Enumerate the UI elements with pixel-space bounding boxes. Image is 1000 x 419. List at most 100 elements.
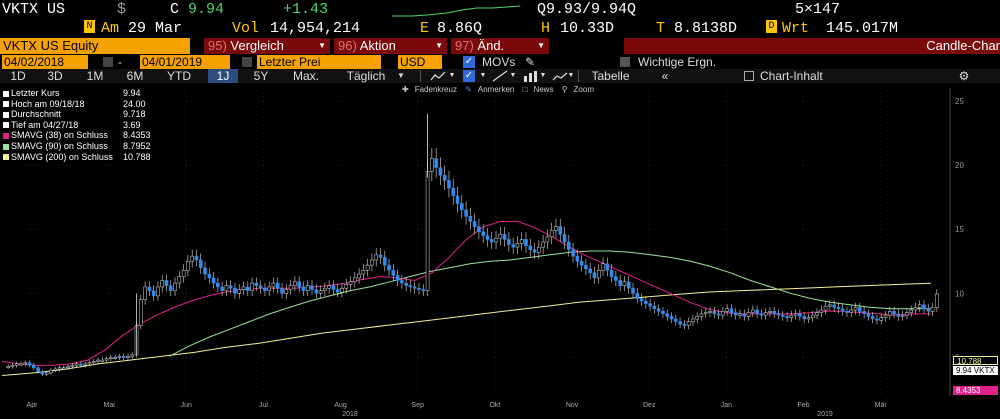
candle-body bbox=[922, 304, 926, 309]
legend-swatch bbox=[3, 122, 9, 129]
period-ytd-button[interactable]: YTD bbox=[167, 69, 191, 83]
gear-icon[interactable]: ⚙ bbox=[958, 69, 970, 83]
zoom-button[interactable]: Zoom bbox=[573, 85, 594, 94]
compare-menu[interactable]: 95) Vergleich ▼ bbox=[204, 38, 330, 54]
period-1m-button[interactable]: 1M bbox=[86, 69, 104, 83]
candle-body bbox=[318, 290, 323, 294]
start-date-input[interactable]: 04/02/2018 bbox=[2, 55, 88, 69]
date-bar: 04/02/2018 - 04/01/2019 Letzter Prei USD… bbox=[0, 55, 1000, 69]
candle-body bbox=[806, 317, 811, 320]
candle-body bbox=[828, 304, 832, 307]
chart-content-icon[interactable] bbox=[744, 71, 754, 81]
x-tick-label: Mär bbox=[875, 402, 888, 409]
chevron-down-icon[interactable]: ▼ bbox=[567, 72, 575, 79]
checkbox-checked-icon[interactable]: ✓ bbox=[463, 70, 475, 82]
period-max-button[interactable]: Max. bbox=[292, 69, 319, 83]
movs-label: MOVs bbox=[482, 55, 516, 69]
legend-label: Hoch am 09/18/18 bbox=[11, 98, 85, 109]
chevron-down-icon[interactable]: ▼ bbox=[509, 72, 517, 79]
sma200-axis-tag: 10.788 bbox=[953, 356, 998, 366]
calendar-icon[interactable] bbox=[103, 57, 113, 67]
period-5y-button[interactable]: 5Y bbox=[253, 69, 269, 83]
candle-body bbox=[147, 286, 152, 292]
period-1d-button[interactable]: 1D bbox=[10, 69, 26, 83]
legend-label: SMAVG (38) on Schluss bbox=[11, 130, 108, 141]
candle-body bbox=[823, 305, 828, 311]
candle-body bbox=[498, 234, 503, 239]
candle-body bbox=[699, 313, 704, 317]
news-icon[interactable]: □ bbox=[522, 85, 528, 94]
period-6m-button[interactable]: 6M bbox=[126, 69, 144, 83]
frequency-select[interactable]: Täglich bbox=[346, 69, 386, 83]
candle-body bbox=[810, 314, 815, 318]
crosshair-icon[interactable]: ✚ bbox=[402, 85, 409, 94]
legend-value: 9.94 bbox=[123, 88, 141, 98]
chevron-down-icon[interactable]: ▼ bbox=[479, 72, 487, 79]
legend-label: SMAVG (90) on Schluss bbox=[11, 140, 108, 151]
price-chart[interactable]: 510152025 AprMaiJunJulAugSepOktNovDezJan… bbox=[0, 84, 1000, 419]
calendar-icon[interactable] bbox=[242, 57, 252, 67]
chevron-down-icon[interactable]: ▼ bbox=[397, 71, 405, 80]
annotate-button[interactable]: Anmerken bbox=[477, 85, 515, 94]
candle-body bbox=[83, 363, 87, 366]
legend-swatch bbox=[3, 111, 9, 118]
collapse-icon[interactable]: « bbox=[661, 69, 669, 83]
zoom-icon[interactable]: ⚲ bbox=[561, 85, 568, 94]
area-chart-icon[interactable] bbox=[552, 70, 568, 82]
candle-body bbox=[567, 241, 571, 250]
currency-select[interactable]: USD bbox=[398, 55, 442, 69]
chevron-down-icon[interactable]: ▼ bbox=[448, 72, 456, 79]
bar-chart-icon[interactable] bbox=[522, 70, 538, 82]
chart-content-button[interactable]: Chart-Inhalt bbox=[760, 69, 823, 83]
chevron-down-icon[interactable]: ▼ bbox=[539, 72, 547, 79]
line-chart-icon[interactable] bbox=[430, 70, 446, 82]
candle-body bbox=[853, 307, 858, 311]
edit-menu[interactable]: 97) Änd. ▼ bbox=[451, 38, 549, 54]
price-type-select[interactable]: Letzter Prei bbox=[257, 55, 381, 69]
security-field[interactable]: VKTX US Equity bbox=[0, 38, 190, 54]
candle-body bbox=[759, 313, 764, 316]
candle-body bbox=[751, 309, 755, 313]
candle-body bbox=[241, 286, 246, 290]
checkbox-unchecked-icon[interactable] bbox=[620, 57, 630, 67]
candle-body bbox=[297, 281, 301, 288]
candle-body bbox=[489, 239, 494, 243]
pencil-icon[interactable]: ✎ bbox=[525, 55, 536, 69]
candle-body bbox=[870, 316, 875, 320]
end-date-input[interactable]: 04/01/2019 bbox=[140, 55, 230, 69]
candle-body bbox=[703, 312, 708, 315]
checkbox-checked-icon[interactable]: ✓ bbox=[463, 56, 475, 68]
candle-body bbox=[57, 367, 62, 370]
sma38-axis-tag: 8.4353 bbox=[953, 386, 998, 395]
candle-body bbox=[935, 293, 939, 308]
candle-body bbox=[815, 312, 819, 316]
trend-line-icon[interactable] bbox=[492, 70, 508, 82]
news-button[interactable]: News bbox=[533, 85, 554, 94]
menu-bar: VKTX US Equity 95) Vergleich ▼ 96) Aktio… bbox=[0, 38, 1000, 54]
crosshair-button[interactable]: Fadenkreuz bbox=[414, 85, 457, 94]
candle-body bbox=[686, 321, 691, 326]
action-menu[interactable]: 96) Aktion ▼ bbox=[334, 38, 447, 54]
candle-body bbox=[858, 307, 862, 312]
candle-body bbox=[648, 303, 652, 307]
candle-body bbox=[541, 241, 545, 248]
candle-body bbox=[430, 158, 434, 172]
candle-body bbox=[481, 231, 485, 236]
candle-body bbox=[331, 285, 336, 290]
candle-body bbox=[32, 364, 36, 369]
candle-body bbox=[442, 175, 447, 181]
table-button[interactable]: Tabelle bbox=[591, 69, 630, 83]
candle-body bbox=[395, 275, 400, 281]
period-3d-button[interactable]: 3D bbox=[47, 69, 63, 83]
candle-body bbox=[549, 230, 554, 238]
chart-grid bbox=[2, 88, 945, 396]
period-1j-button[interactable]: 1J bbox=[208, 69, 238, 83]
legend-label: Tief am 04/27/18 bbox=[11, 119, 79, 130]
t-label: T bbox=[656, 20, 666, 37]
candle-body bbox=[519, 239, 524, 244]
candle-body bbox=[348, 281, 353, 285]
candle-body bbox=[87, 362, 92, 365]
candle-body bbox=[109, 357, 113, 360]
date-separator: - bbox=[118, 55, 122, 69]
annotate-icon[interactable]: ✎ bbox=[465, 85, 472, 94]
